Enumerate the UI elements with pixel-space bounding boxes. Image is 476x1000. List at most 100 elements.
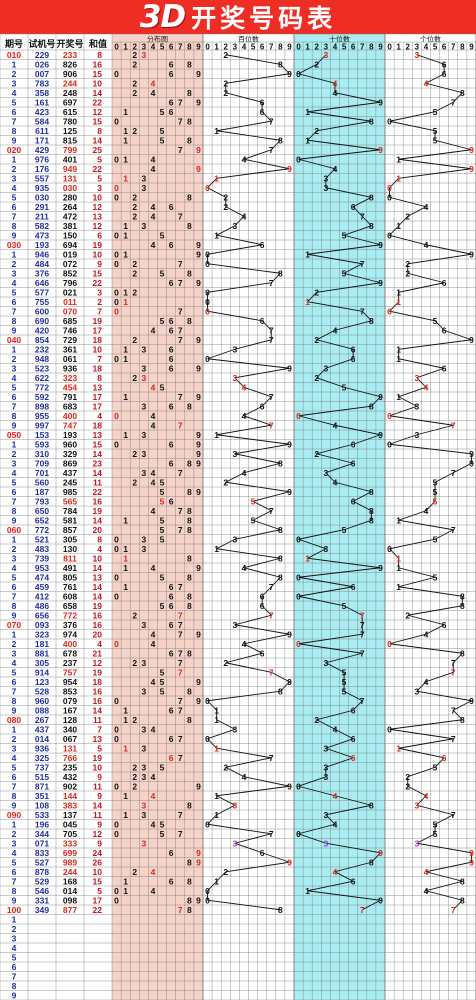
dist-digit: 9 (196, 97, 201, 107)
sum-value-cell: 18 (93, 420, 103, 430)
units-digit: 1 (396, 563, 401, 573)
issue-cell: 4 (12, 278, 17, 288)
test-number-cell: 935 (35, 183, 49, 193)
units-digit: 0 (387, 544, 392, 554)
tens-digit: 5 (342, 525, 347, 535)
tens-digit: 4 (333, 819, 338, 829)
test-number-cell: 533 (35, 810, 49, 820)
issue-cell: 1 (12, 154, 17, 164)
draw-number-cell: 376 (63, 620, 77, 630)
header-sum: 和值 (88, 38, 107, 49)
units-digit: 7 (451, 905, 456, 915)
units-digit: 9 (469, 145, 474, 155)
tens-digit: 3 (323, 810, 328, 820)
test-number-cell: 108 (35, 800, 49, 810)
test-number-cell: 881 (35, 648, 49, 658)
dist-digit: 8 (187, 553, 192, 563)
sum-value-cell: 16 (93, 610, 103, 620)
dist-digit: 7 (178, 306, 183, 316)
dist-digit: 2 (132, 772, 137, 782)
hundreds-digit: 6 (260, 401, 265, 411)
dist-digit: 7 (178, 905, 183, 915)
hundreds-digit: 0 (205, 696, 210, 706)
dist-digit: 1 (123, 430, 128, 440)
hundreds-digit: 6 (260, 648, 265, 658)
tens-digit: 4 (333, 724, 338, 734)
units-digit: 4 (424, 677, 429, 687)
draw-number-cell: 811 (63, 553, 77, 563)
draw-number-cell: 400 (63, 639, 77, 649)
sum-value-cell: 22 (93, 278, 103, 288)
tens-digit: 4 (333, 88, 338, 98)
dist-digit: 2 (132, 59, 137, 69)
header-dist-digit: 2 (133, 43, 138, 52)
draw-number-cell: 852 (63, 268, 77, 278)
tens-digit: 8 (369, 192, 374, 202)
issue-cell: 8 (12, 316, 17, 326)
test-number-cell: 351 (35, 791, 49, 801)
dist-digit: 3 (141, 800, 146, 810)
issue-cell: 5 (12, 192, 17, 202)
dist-digit: 5 (160, 762, 165, 772)
sum-value-cell: 6 (97, 230, 102, 240)
dist-digit: 7 (178, 734, 183, 744)
dist-digit: 1 (123, 287, 128, 297)
hundreds-digit: 3 (232, 620, 237, 630)
dist-digit: 5 (160, 487, 165, 497)
sum-value-cell: 14 (93, 800, 103, 810)
draw-number-cell: 780 (63, 116, 77, 126)
hundreds-digit: 7 (269, 610, 274, 620)
test-number-cell: 291 (35, 202, 49, 212)
dist-digit: 1 (123, 563, 128, 573)
dist-digit: 9 (196, 145, 201, 155)
draw-number-cell: 019 (63, 249, 77, 259)
draw-number-cell: 757 (63, 667, 77, 677)
hundreds-digit: 4 (242, 563, 247, 573)
test-number-cell: 529 (35, 876, 49, 886)
issue-cell: 2 (12, 924, 17, 934)
test-number-cell: 229 (35, 50, 49, 60)
hundreds-digit: 6 (260, 107, 265, 117)
units-digit: 4 (424, 382, 429, 392)
dist-digit: 3 (141, 401, 146, 411)
hundreds-digit: 6 (260, 848, 265, 858)
header-units-digit: 2 (406, 43, 411, 52)
tens-digit: 3 (323, 743, 328, 753)
sum-value-cell: 15 (93, 69, 103, 79)
draw-number-cell: 340 (63, 724, 77, 734)
tens-digit: 8 (369, 221, 374, 231)
units-digit: 3 (414, 373, 419, 383)
dist-digit: 0 (114, 696, 119, 706)
dist-digit: 4 (151, 78, 156, 88)
hundreds-digit: 0 (205, 895, 210, 905)
draw-number-cell: 857 (63, 525, 77, 535)
hundreds-digit: 6 (260, 97, 265, 107)
test-number-cell: 833 (35, 848, 49, 858)
draw-number-cell: 705 (63, 829, 77, 839)
sum-value-cell: 12 (93, 202, 103, 212)
sum-value-cell: 16 (93, 59, 103, 69)
issue-cell: 8 (12, 696, 17, 706)
test-number-cell: 739 (35, 553, 49, 563)
dist-digit: 5 (160, 496, 165, 506)
tens-digit: 8 (369, 857, 374, 867)
issue-cell: 3 (12, 743, 17, 753)
test-number-cell: 997 (35, 420, 49, 430)
issue-cell: 100 (7, 905, 21, 915)
dist-digit: 4 (151, 164, 156, 174)
units-digit: 0 (387, 116, 392, 126)
tens-digit: 6 (351, 582, 356, 592)
tens-digit: 2 (314, 449, 319, 459)
issue-cell: 6 (12, 202, 17, 212)
draw-number-cell: 381 (63, 221, 77, 231)
hundreds-digit: 2 (223, 762, 228, 772)
dist-digit: 4 (151, 202, 156, 212)
dist-digit: 3 (141, 344, 146, 354)
hundreds-digit: 3 (232, 800, 237, 810)
units-digit: 6 (442, 620, 447, 630)
draw-number-cell: 235 (63, 762, 77, 772)
dist-digit: 9 (196, 249, 201, 259)
header-hundreds-digit: 0 (205, 43, 210, 52)
draw-number-cell: 305 (63, 534, 77, 544)
draw-number-cell: 144 (63, 791, 77, 801)
